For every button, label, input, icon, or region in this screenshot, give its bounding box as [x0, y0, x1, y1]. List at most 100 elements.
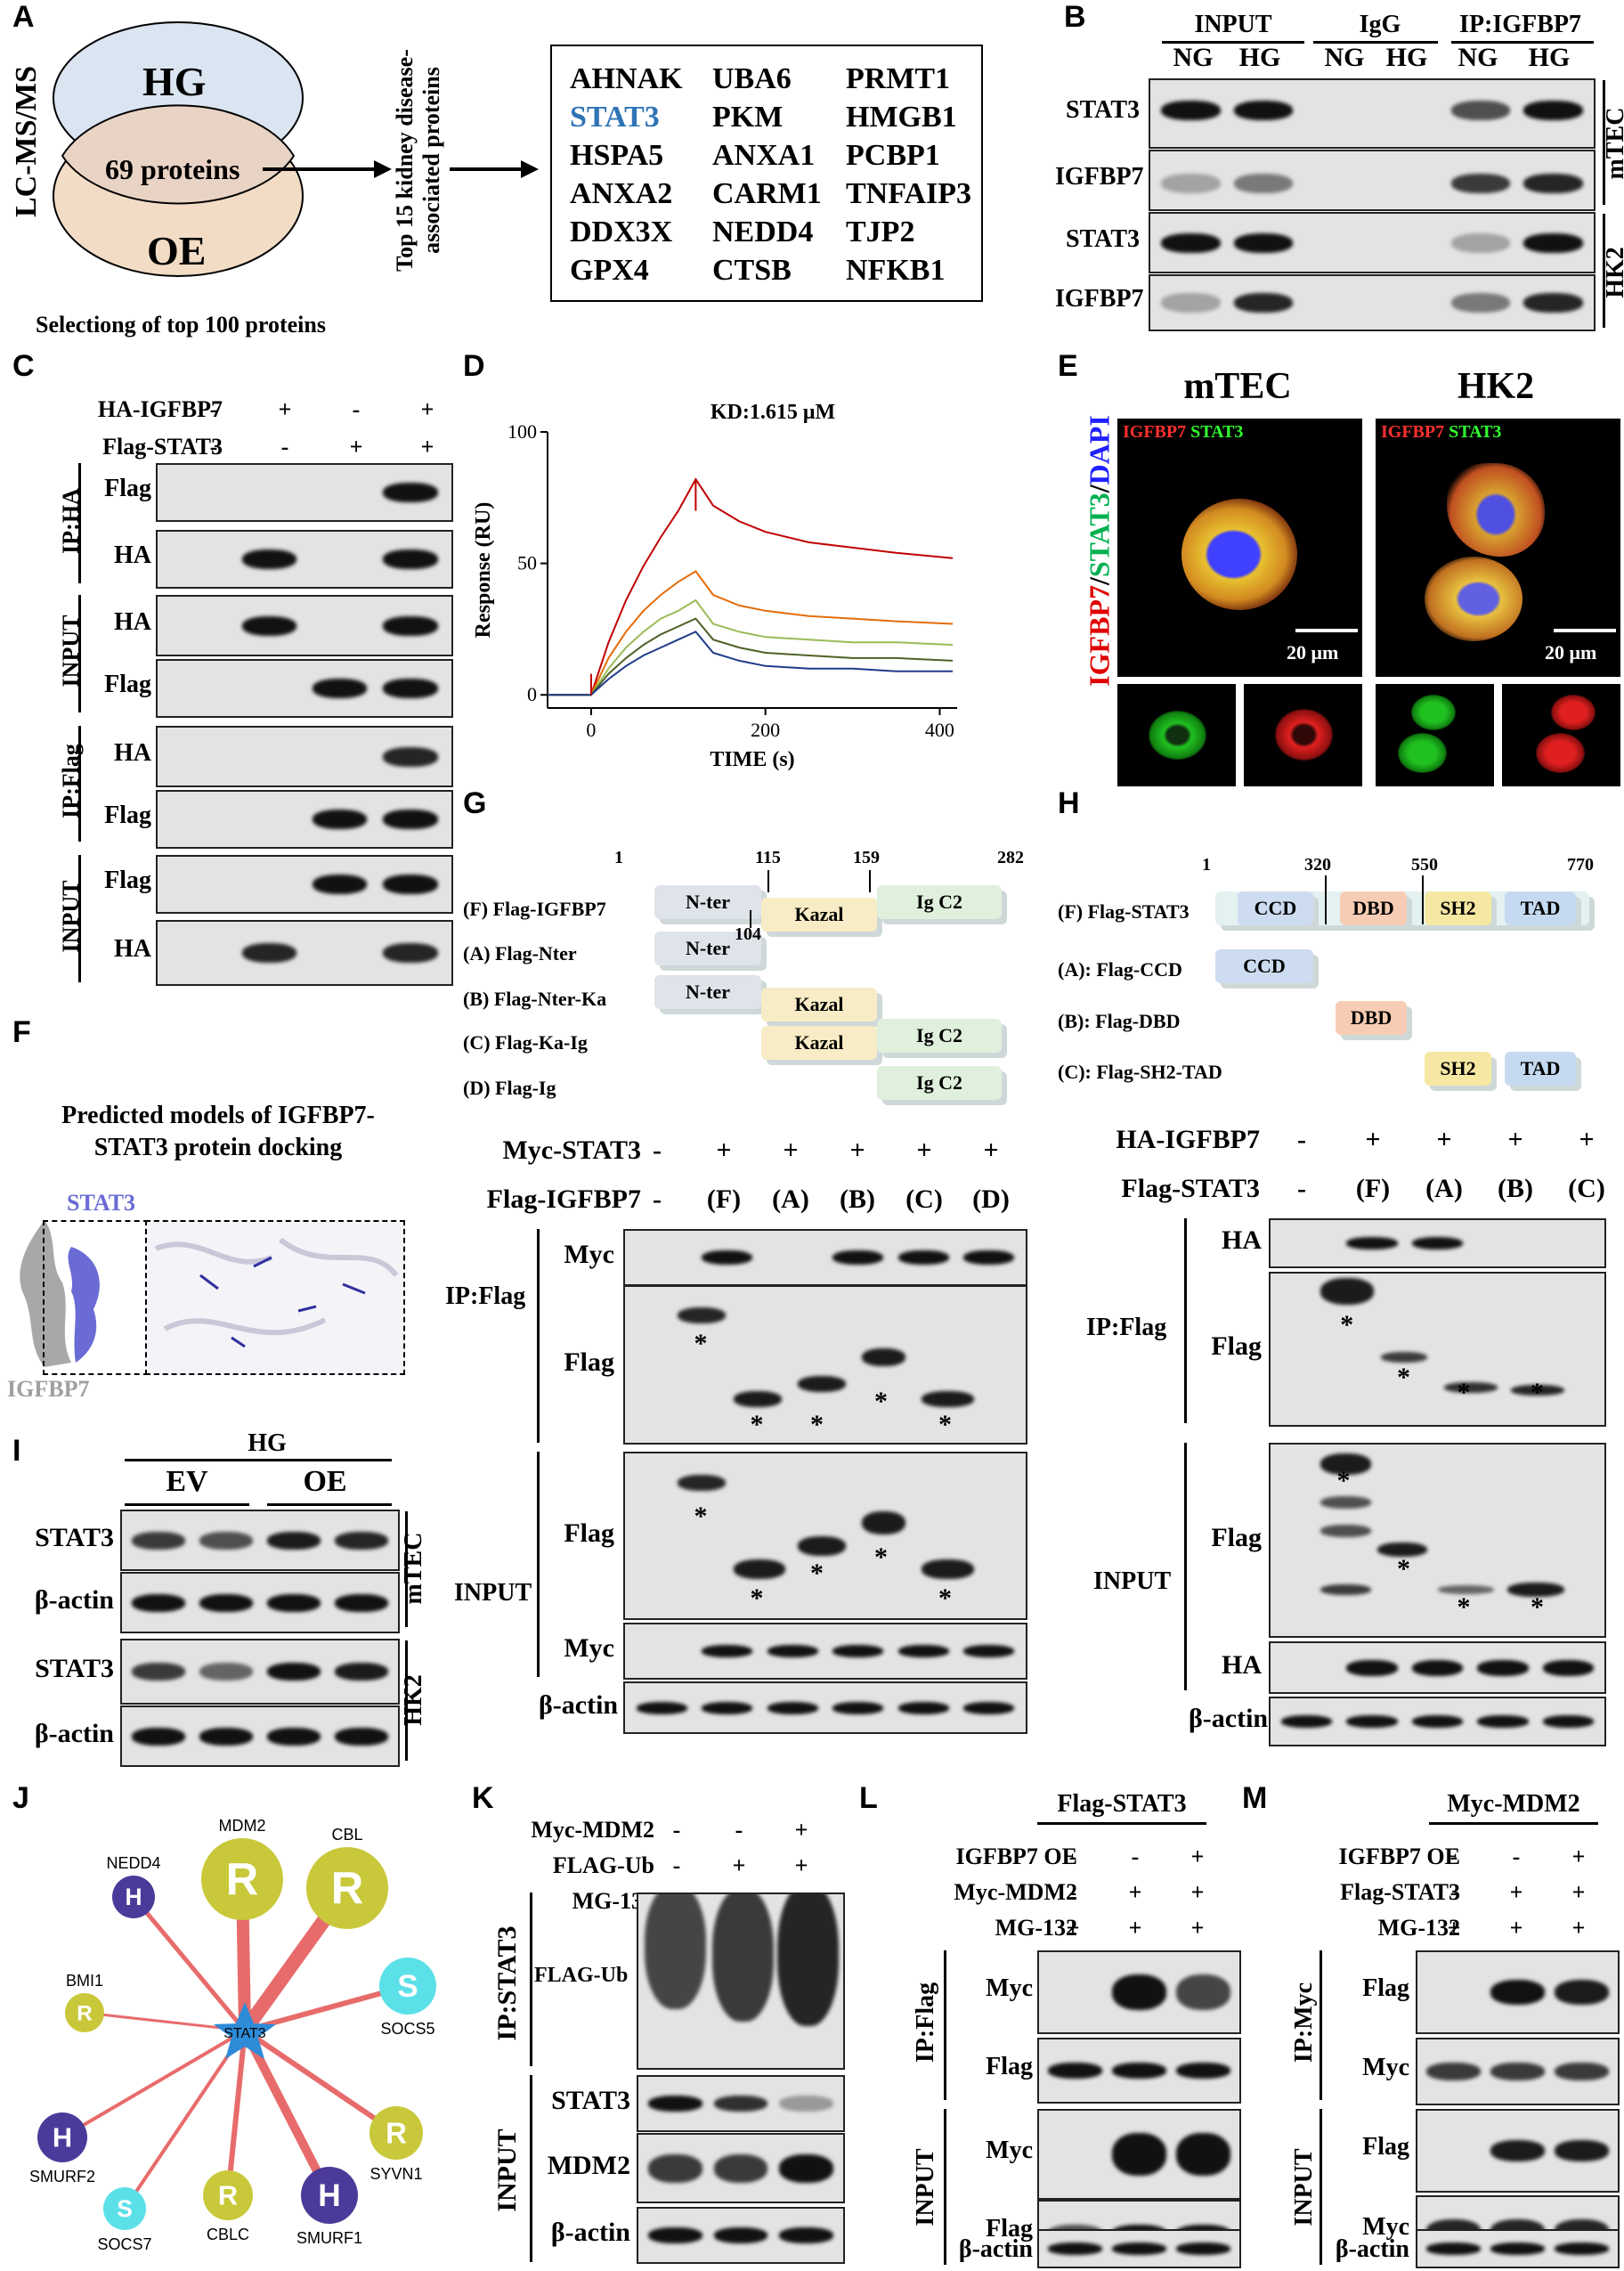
g-domain: N-ter: [654, 885, 761, 919]
node-label: NEDD4: [106, 1854, 160, 1872]
panelK-cond-0-lane-2: +: [794, 1817, 808, 1843]
blot-band: [1161, 293, 1221, 313]
h-construct-0: (F) Flag-STAT3: [1058, 900, 1190, 923]
h-domain-label: TAD: [1520, 897, 1561, 919]
panelL-cond-0: IGFBP7 OE: [955, 1844, 1077, 1869]
panelL-cond-2: MG-132: [995, 1915, 1077, 1941]
panelK-cond-1-lane-1: +: [732, 1852, 746, 1878]
blot-band: [1511, 1384, 1564, 1396]
blot-band: [382, 943, 438, 963]
panelH-cond-1-lane-3: (B): [1498, 1174, 1533, 1203]
l-row-2: Myc: [986, 2137, 1033, 2164]
blot-band: [767, 1645, 818, 1657]
f-stat3-label: STAT3: [67, 1190, 136, 1216]
panelG-cond-0: Myc-STAT3: [502, 1136, 641, 1165]
blot-band: [382, 549, 438, 569]
series-line-3: [548, 617, 954, 696]
panelK-cond-0: Myc-MDM2: [531, 1817, 654, 1843]
g-group-1: INPUT: [454, 1579, 532, 1608]
c-blot-1: [156, 530, 453, 589]
blot-band: [1161, 173, 1221, 193]
c-group-2: IP:Flag: [58, 744, 84, 818]
i-oe: OE: [303, 1465, 347, 1498]
g-star: *: [938, 1583, 952, 1613]
blot-band: [241, 943, 297, 963]
g-blot-4: [623, 1681, 1027, 1734]
blot-band: [702, 1701, 753, 1714]
gene-ctsb: CTSB: [712, 254, 792, 287]
venn-oe: OE: [147, 228, 207, 273]
g-domain-label: N-ter: [685, 891, 731, 913]
gene-nedd4: NEDD4: [712, 216, 814, 248]
blot-band: [131, 1727, 186, 1746]
g-star: *: [750, 1583, 764, 1613]
blot-band: [1554, 1980, 1610, 2005]
blot-band: [1490, 2243, 1546, 2255]
node-label: SOCS7: [97, 2235, 151, 2253]
h-star: *: [1397, 1553, 1410, 1583]
blot-band: [779, 2227, 833, 2243]
series-line-2: [548, 598, 954, 696]
c-row-5: Flag: [104, 802, 151, 829]
b-lane-3: HG: [1385, 43, 1428, 72]
b-blot-3: [1149, 274, 1596, 331]
g-domain-label: N-ter: [685, 937, 731, 959]
panelG-cond-1-lane-1: (F): [706, 1184, 742, 1214]
h-group-0: IP:Flag: [1086, 1314, 1167, 1342]
blot-band: [1523, 173, 1583, 193]
h-domain: CCD: [1215, 949, 1313, 983]
blot-band: [266, 1727, 321, 1746]
panelG-cond-0-lane-5: +: [983, 1136, 999, 1165]
g-construct-3: (C) Flag-Ka-Ig: [463, 1031, 588, 1054]
blot-band: [1233, 173, 1294, 193]
gene-tjp2: TJP2: [846, 216, 915, 248]
blot-band: [1380, 1351, 1428, 1363]
blot-band: [1523, 293, 1583, 313]
blot-band: [1444, 1381, 1498, 1393]
i-row-2: STAT3: [35, 1654, 114, 1683]
c-row-4: HA: [114, 738, 151, 767]
panelG-cond-1-lane-3: (B): [840, 1184, 875, 1214]
h-group-1: INPUT: [1093, 1567, 1172, 1596]
blot-band: [963, 1250, 1015, 1265]
blot-band: [832, 1645, 884, 1657]
blot-band: [1450, 173, 1511, 193]
h-star: *: [1397, 1363, 1410, 1392]
panelM-cond-2-lane-1: +: [1509, 1915, 1523, 1941]
venn-diagram: [53, 21, 304, 277]
h-star: *: [1340, 1309, 1354, 1339]
g-domain: Ig C2: [877, 1066, 1002, 1100]
b-lane-0: NG: [1173, 43, 1214, 72]
if-hk2-green: [1376, 684, 1494, 786]
g-domain-label: N-ter: [685, 981, 731, 1003]
c-blot-5: [156, 790, 453, 849]
g-domain: Kazal: [761, 898, 877, 932]
h-domain-label: TAD: [1520, 1057, 1561, 1079]
blot-band: [131, 1663, 186, 1681]
blot-band: [1346, 1715, 1398, 1728]
network-edge: [243, 2028, 398, 2136]
panelM-cond-2-lane-0: +: [1447, 1915, 1461, 1941]
g-star: *: [938, 1410, 952, 1439]
node-label: BMI1: [66, 1972, 103, 1990]
k-row-1: MDM2: [547, 2150, 630, 2180]
c-row-7: HA: [114, 935, 151, 963]
h-pos-0: 1: [1202, 855, 1211, 875]
gene-ahnak: AHNAK: [570, 62, 683, 95]
arrow-1: [263, 160, 539, 178]
b-lane-1: HG: [1238, 43, 1281, 72]
network-edge: [240, 2028, 334, 2198]
panelC-cond-0-lane-3: +: [420, 396, 434, 422]
blot-band: [1377, 1542, 1428, 1558]
node-label: MDM2: [219, 1817, 266, 1835]
panel-d-letter: D: [463, 349, 485, 383]
blot-band: [1411, 1659, 1464, 1676]
if-mtec-merge: IGFBP7 STAT3 20 μm: [1117, 419, 1362, 677]
panelM-cond-2-lane-2: +: [1571, 1915, 1586, 1941]
network-node-nedd4: [112, 1876, 155, 1918]
g-pos-4: 104: [735, 924, 761, 944]
node-type: H: [53, 2122, 72, 2153]
m-blot-actin: [1416, 2229, 1620, 2268]
docking-model: [20, 1220, 100, 1367]
l-header: Flag-STAT3: [1057, 1790, 1187, 1818]
